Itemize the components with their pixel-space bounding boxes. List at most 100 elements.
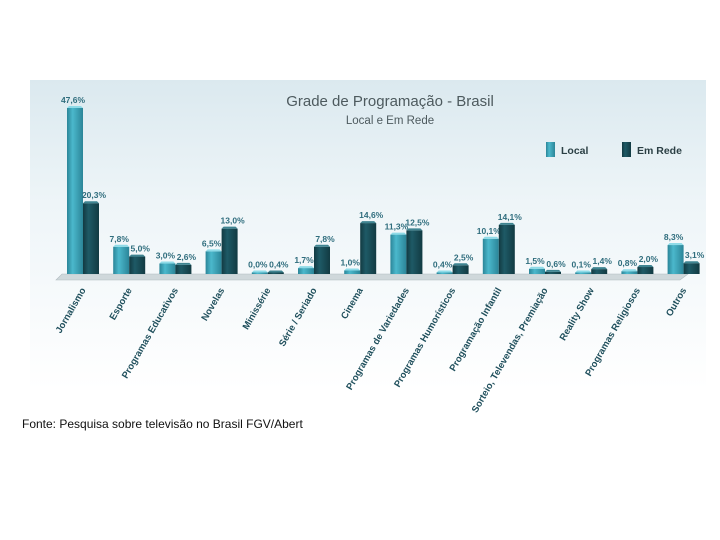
bar-em-rede bbox=[175, 264, 192, 274]
bar-local bbox=[298, 268, 314, 274]
data-label-local: 7,8% bbox=[110, 234, 130, 244]
bar-top-local bbox=[298, 266, 314, 269]
bar-top-em-rede bbox=[591, 267, 608, 270]
bar-em-rede bbox=[683, 263, 700, 274]
bar-top-local bbox=[529, 266, 545, 269]
data-label-local: 1,7% bbox=[294, 255, 314, 265]
bar-top-em-rede bbox=[452, 263, 469, 266]
bar-local bbox=[205, 251, 222, 274]
data-label-em-rede: 0,4% bbox=[269, 260, 289, 270]
bar-em-rede bbox=[498, 224, 515, 274]
bar-local bbox=[667, 245, 684, 274]
bar-em-rede bbox=[83, 203, 99, 274]
bar-local bbox=[344, 270, 361, 274]
data-label-em-rede: 2,6% bbox=[177, 252, 197, 262]
data-label-em-rede: 5,0% bbox=[131, 244, 151, 254]
legend-swatch-em-rede bbox=[622, 142, 631, 157]
bar-top-em-rede bbox=[360, 221, 377, 224]
bar-top-em-rede bbox=[545, 269, 561, 272]
bar-top-em-rede bbox=[406, 228, 423, 231]
data-label-local: 1,0% bbox=[341, 258, 361, 268]
category-label: Reality Show bbox=[558, 285, 597, 342]
bar-top-em-rede bbox=[129, 254, 146, 257]
chart-floor bbox=[55, 273, 689, 281]
bar-local bbox=[251, 272, 268, 274]
bar-local bbox=[159, 263, 176, 274]
bar-local bbox=[67, 108, 83, 274]
data-label-local: 6,5% bbox=[202, 238, 222, 248]
data-label-local: 0,8% bbox=[618, 258, 638, 268]
data-label-local: 3,0% bbox=[156, 251, 176, 261]
category-label: Jornalismo bbox=[54, 286, 89, 336]
bar-top-local bbox=[482, 236, 499, 239]
legend-swatch-local bbox=[546, 142, 555, 157]
bar-top-em-rede bbox=[83, 201, 99, 204]
bar-top-local bbox=[344, 268, 361, 271]
data-label-em-rede: 20,3% bbox=[82, 190, 107, 200]
bar-top-em-rede bbox=[314, 244, 330, 247]
legend-label-local: Local bbox=[561, 145, 589, 157]
bar-top-em-rede bbox=[683, 261, 700, 264]
bar-em-rede bbox=[129, 256, 146, 274]
bar-top-em-rede bbox=[498, 222, 515, 225]
category-label: Esporte bbox=[108, 286, 135, 322]
data-label-em-rede: 2,5% bbox=[454, 252, 474, 262]
bar-top-em-rede bbox=[267, 270, 284, 273]
data-label-em-rede: 12,5% bbox=[405, 217, 430, 227]
data-label-local: 8,3% bbox=[664, 232, 684, 242]
data-label-local: 11,3% bbox=[385, 222, 409, 232]
bar-local bbox=[436, 272, 453, 274]
bar-top-local bbox=[159, 261, 176, 264]
bar-local bbox=[621, 271, 638, 274]
category-label: Programas Religiosos bbox=[583, 286, 643, 378]
bar-local bbox=[529, 268, 545, 274]
data-label-em-rede: 1,4% bbox=[593, 256, 613, 266]
bar-em-rede bbox=[221, 228, 238, 274]
data-label-em-rede: 2,0% bbox=[639, 254, 659, 264]
bar-top-local bbox=[113, 244, 130, 247]
bar-local bbox=[482, 238, 499, 274]
bar-em-rede bbox=[267, 272, 284, 274]
bar-em-rede bbox=[360, 223, 377, 274]
bar-top-em-rede bbox=[221, 226, 238, 229]
bar-top-local bbox=[67, 106, 83, 108]
bar-em-rede bbox=[406, 230, 423, 274]
data-label-em-rede: 14,1% bbox=[498, 212, 523, 222]
bar-top-em-rede bbox=[175, 262, 192, 265]
data-label-local: 0,4% bbox=[433, 260, 453, 270]
legend-label-em-rede: Em Rede bbox=[637, 145, 682, 157]
data-label-local: 0,0% bbox=[248, 260, 268, 270]
bar-em-rede bbox=[591, 269, 608, 274]
data-label-em-rede: 13,0% bbox=[221, 216, 246, 226]
category-label: Minissérie bbox=[241, 286, 274, 332]
data-label-local: 47,6% bbox=[61, 95, 86, 105]
bar-em-rede bbox=[637, 267, 654, 274]
category-label: Cinema bbox=[339, 285, 366, 321]
bar-local bbox=[390, 234, 407, 274]
bar-top-local bbox=[621, 269, 638, 272]
bar-top-em-rede bbox=[637, 265, 654, 268]
bar-top-local bbox=[436, 270, 453, 273]
data-label-em-rede: 14,6% bbox=[359, 210, 384, 220]
bar-em-rede bbox=[452, 265, 469, 274]
chart-title: Grade de Programação - Brasil bbox=[286, 93, 494, 110]
category-label: Novelas bbox=[199, 286, 227, 323]
data-label-em-rede: 7,8% bbox=[315, 234, 335, 244]
bar-local bbox=[113, 246, 130, 274]
chart-subtitle: Local e Em Rede bbox=[346, 115, 434, 127]
bar-em-rede bbox=[545, 271, 561, 274]
bar-top-local bbox=[667, 243, 684, 246]
bar-em-rede bbox=[314, 246, 330, 274]
category-label: Série / Seriado bbox=[277, 286, 320, 349]
source-caption: Fonte: Pesquisa sobre televisão no Brasi… bbox=[22, 417, 303, 431]
category-label: Programação Infantil bbox=[448, 286, 505, 373]
bar-top-local bbox=[575, 270, 592, 273]
bar-top-local bbox=[251, 270, 268, 273]
category-label: Sorteio, Televendas, Premiação bbox=[470, 286, 551, 415]
data-label-local: 10,1% bbox=[477, 226, 502, 236]
data-label-em-rede: 3,1% bbox=[685, 250, 705, 260]
bar-top-local bbox=[390, 232, 407, 235]
data-label-local: 1,5% bbox=[525, 256, 545, 266]
bar-local bbox=[575, 272, 592, 274]
